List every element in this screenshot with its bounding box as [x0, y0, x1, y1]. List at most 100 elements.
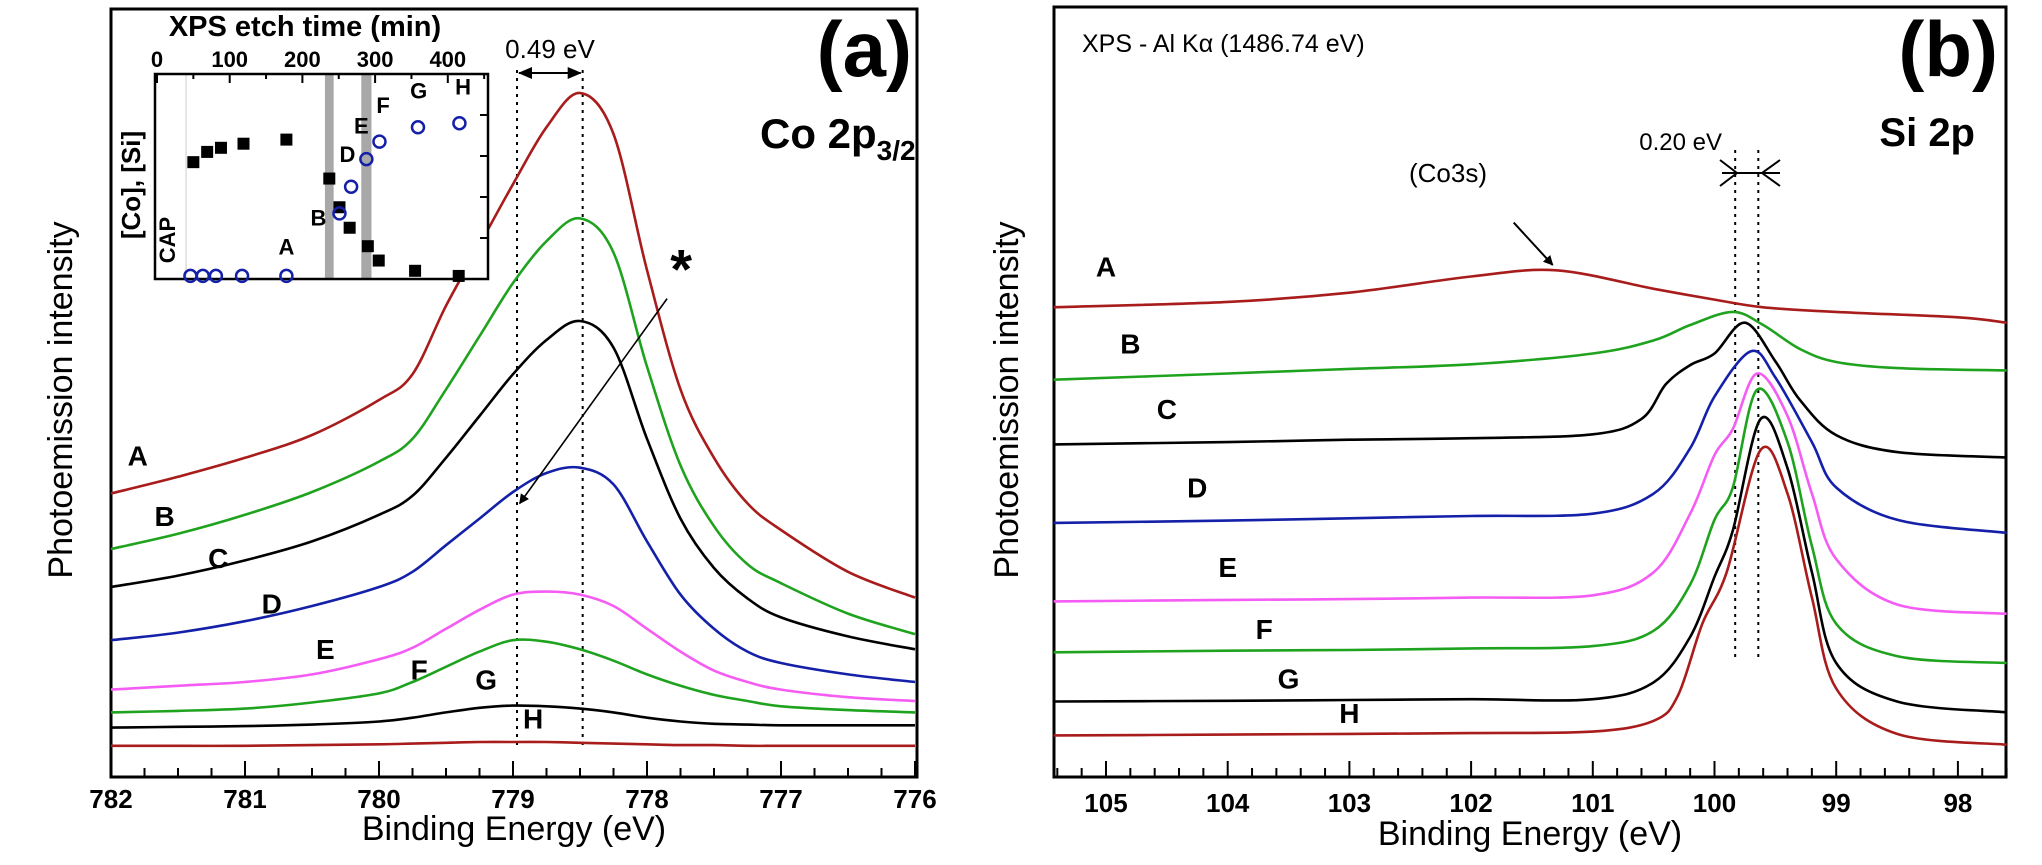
x-tick-label: 777 — [759, 784, 802, 814]
panel-a-title-sub: 3/2 — [877, 135, 916, 166]
curve-label-B: B — [154, 501, 174, 532]
curve-label-B: B — [1120, 329, 1140, 360]
inset-label-E: E — [354, 113, 369, 138]
curve-label-A: A — [1096, 252, 1116, 283]
spectrum-G — [1053, 415, 2007, 714]
spectrum-F — [1053, 387, 2007, 665]
inset-x-tick-label: 0 — [151, 47, 163, 72]
spectrum-B — [1053, 310, 2007, 381]
panel-a-title-main: Co 2p — [760, 110, 877, 157]
inset-label-D: D — [340, 142, 356, 167]
curve-label-F: F — [411, 655, 428, 686]
spectrum-B — [110, 217, 916, 636]
panel-b-subtitle: XPS - Al Kα (1486.74 eV) — [1082, 30, 1365, 58]
spectrum-E — [1053, 372, 2007, 616]
spectrum-D — [1053, 349, 2007, 535]
panel-b-reference-lines — [1734, 150, 1760, 660]
panel-a-xlabel: Binding Energy (eV) — [362, 810, 666, 848]
co-point — [214, 141, 227, 154]
x-tick-label: 98 — [1943, 788, 1972, 818]
x-tick-label: 100 — [1693, 788, 1736, 818]
shift-marker-b — [1719, 159, 1781, 187]
si-point — [279, 268, 294, 284]
panel-b-x-axis: 105 104 103 102 101 100 99 98 — [1056, 761, 2008, 818]
panel-b-spectra — [1053, 268, 2007, 746]
spectrum-A — [110, 91, 916, 599]
star-arrow — [519, 298, 668, 505]
panel-a-label: (a) — [817, 5, 912, 93]
panel-a-x-axis: 782 781 780 779 778 777 776 — [89, 761, 937, 814]
x-tick-label: 103 — [1328, 788, 1371, 818]
panel-b-curve-labels: A B C D EFG H — [1096, 252, 1360, 730]
co-point — [280, 133, 293, 146]
spectrum-A — [1053, 268, 2007, 324]
inset-frame — [153, 72, 490, 281]
co-point — [237, 137, 250, 150]
si-point — [332, 206, 347, 221]
feature-label: (Co3s) — [1409, 158, 1487, 188]
spectrum-H — [111, 740, 915, 748]
panel-b-frame — [1052, 5, 2008, 779]
inset-points — [183, 115, 467, 284]
panel-a-title: Co 2p3/2 — [760, 110, 916, 166]
etch-band — [361, 74, 372, 279]
panel-a-spectra — [110, 91, 916, 748]
si-point — [234, 268, 250, 284]
x-tick-label: 778 — [625, 784, 668, 814]
co-point — [372, 254, 385, 267]
co-point — [452, 269, 465, 282]
panel-b: 105 104 103 102 101 100 99 98 A B C D EFG H Binding … — [988, 5, 2008, 853]
panel-b-ylabel: Photoemission intensity — [988, 221, 1026, 578]
curve-label-G: G — [1278, 663, 1300, 694]
curve-label-A: A — [128, 440, 148, 471]
star-label: * — [670, 238, 692, 301]
co-point — [409, 264, 422, 277]
co-point — [323, 172, 336, 185]
inset-background — [155, 74, 488, 279]
inset-label-F: F — [376, 93, 389, 118]
inset-x-tick-label: 300 — [357, 47, 394, 72]
panel-a-curve-labels: AB C D E F GH — [128, 440, 544, 734]
inset-x-tick-label: 100 — [211, 47, 248, 72]
curve-label-E: E — [1218, 552, 1237, 583]
si-point — [372, 134, 387, 149]
panel-b-title: Si 2p — [1879, 111, 1975, 155]
curve-label-D: D — [1187, 472, 1207, 503]
spectrum-G — [110, 704, 915, 729]
shift-label-b: 0.20 eV — [1639, 129, 1722, 156]
spectrum-E — [110, 590, 916, 703]
inset-label-G: G — [410, 79, 427, 104]
panel-b-label: (b) — [1898, 5, 1998, 93]
inset-xlabel: XPS etch time (min) — [169, 11, 441, 43]
x-tick-label: 776 — [893, 784, 936, 814]
x-tick-label: 780 — [357, 784, 400, 814]
inset-label-A: A — [278, 234, 294, 259]
spectrum-F — [110, 638, 916, 714]
inset-ylabel: [Co], [Si] — [116, 131, 146, 239]
inset-label-B: B — [310, 206, 326, 231]
x-tick-label: 781 — [223, 784, 266, 814]
si-point — [410, 120, 426, 135]
feature-arrow — [1512, 221, 1554, 266]
spectrum-D — [110, 465, 916, 684]
spectrum-C — [110, 319, 916, 651]
curve-label-D: D — [262, 589, 282, 620]
panel-a-reference-lines — [516, 70, 584, 750]
si-point — [359, 151, 374, 167]
si-point — [343, 179, 359, 194]
x-tick-label: 779 — [491, 784, 534, 814]
x-tick-label: 102 — [1449, 788, 1492, 818]
spectrum-H — [1053, 445, 2007, 746]
x-tick-label: 105 — [1084, 788, 1127, 818]
co-point — [201, 145, 214, 158]
curve-label-C: C — [208, 543, 228, 574]
panel-a-ylabel: Photoemission intensity — [42, 221, 80, 578]
curve-label-F: F — [1256, 614, 1273, 645]
si-point — [452, 115, 467, 131]
inset-x-axis: 0 100 200 300 400 — [151, 47, 488, 239]
curve-label-C: C — [1157, 394, 1177, 425]
